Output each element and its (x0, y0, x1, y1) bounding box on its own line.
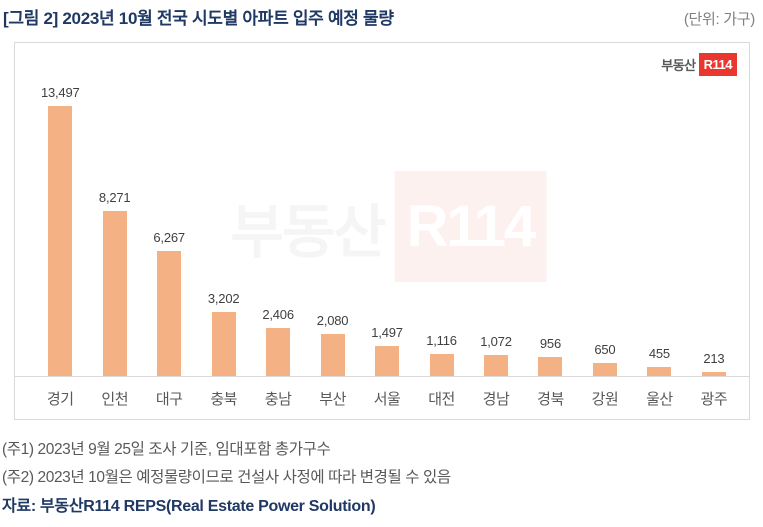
bar (592, 363, 617, 376)
bar-column: 13,497 (33, 85, 87, 376)
bar-value-label: 3,202 (207, 291, 240, 306)
x-axis-tick-label: 강원 (591, 391, 619, 408)
bar-column: 3,202 (196, 106, 250, 376)
bar-column: 956 (523, 106, 577, 376)
page-title: [그림 2] 2023년 10월 전국 시도별 아파트 입주 예정 물량 (3, 9, 394, 28)
unit-label: (단위: 가구) (683, 11, 755, 28)
x-axis-tick-label: 서울 (373, 391, 401, 408)
bar (157, 251, 182, 376)
x-axis-tick-label: 울산 (646, 391, 673, 408)
x-axis-tick-label: 대구 (155, 391, 183, 408)
bar-value-label: 213 (703, 351, 725, 366)
brand-logo-text: 부동산 (661, 58, 696, 73)
bar-column: 1,116 (414, 106, 468, 376)
bar-value-label: 8,271 (98, 190, 131, 205)
footnote-1: (주1) 2023년 9월 25일 조사 기준, 임대포함 총가구수 (2, 441, 331, 458)
bar-value-label: 13,497 (40, 85, 80, 100)
x-axis-tick-label: 경기 (46, 391, 74, 408)
bar-column: 6,267 (142, 106, 196, 376)
bar-column: 1,072 (469, 106, 523, 376)
bar-column: 1,497 (360, 106, 414, 376)
bar-value-label: 6,267 (153, 230, 185, 245)
x-axis-tick-label: 부산 (319, 391, 346, 408)
bar (48, 106, 73, 376)
x-axis-tick-label: 충남 (264, 391, 292, 408)
bar-value-label: 455 (648, 346, 670, 361)
bar (102, 211, 127, 376)
bar (483, 355, 508, 376)
x-axis-tick-label: 경북 (537, 391, 564, 408)
bar (211, 312, 236, 376)
bar (429, 354, 454, 376)
x-axis-tick-label: 충북 (210, 391, 237, 408)
bar-value-label: 1,072 (480, 334, 512, 349)
bar-column: 455 (632, 106, 686, 376)
bar-value-label: 2,406 (262, 307, 294, 322)
brand-logo: 부동산 R114 (661, 53, 737, 76)
source-line: 자료: 부동산R114 REPS(Real Estate Power Solut… (2, 498, 376, 515)
bar-value-label: 650 (594, 342, 616, 357)
x-axis-labels: 경기 인천 대구 충북 충남 부산 서울 대전 경남 경북 강원 울산 광주 (15, 377, 749, 409)
bar (538, 357, 563, 376)
bar (647, 367, 672, 376)
x-axis-tick-label: 경남 (482, 391, 510, 408)
x-axis-tick-label: 대전 (428, 391, 455, 408)
chart-area: 부동산 R114 부동산 R114 13,497 8,271 6,267 3,202 2… (14, 42, 750, 420)
bar-column: 2,406 (251, 106, 305, 376)
bar-column: 8,271 (87, 106, 141, 376)
x-axis-tick-label: 광주 (700, 391, 728, 408)
bar (320, 334, 345, 376)
bar-value-label: 956 (539, 336, 561, 351)
bar-plot: 13,497 8,271 6,267 3,202 2,406 2,080 1,497 1,11… (15, 85, 749, 377)
bar-value-label: 2,080 (316, 313, 349, 328)
bar (701, 372, 726, 376)
bar-value-label: 1,497 (371, 325, 403, 340)
footnotes: (주1) 2023년 9월 25일 조사 기준, 임대포함 총가구수 (주2) … (2, 436, 755, 522)
bar (375, 346, 400, 376)
bar-column: 2,080 (305, 106, 359, 376)
r114-logo-badge: R114 (698, 53, 737, 76)
bar-column: 650 (578, 106, 632, 376)
bar (266, 328, 291, 376)
x-axis-tick-label: 인천 (101, 391, 128, 408)
bar-value-label: 1,116 (426, 333, 457, 348)
footnote-2: (주2) 2023년 10월은 예정물량이므로 건설사 사정에 따라 변경될 수… (2, 469, 451, 486)
header: [그림 2] 2023년 10월 전국 시도별 아파트 입주 예정 물량 (단위… (3, 4, 755, 29)
bar-column: 213 (687, 106, 741, 376)
